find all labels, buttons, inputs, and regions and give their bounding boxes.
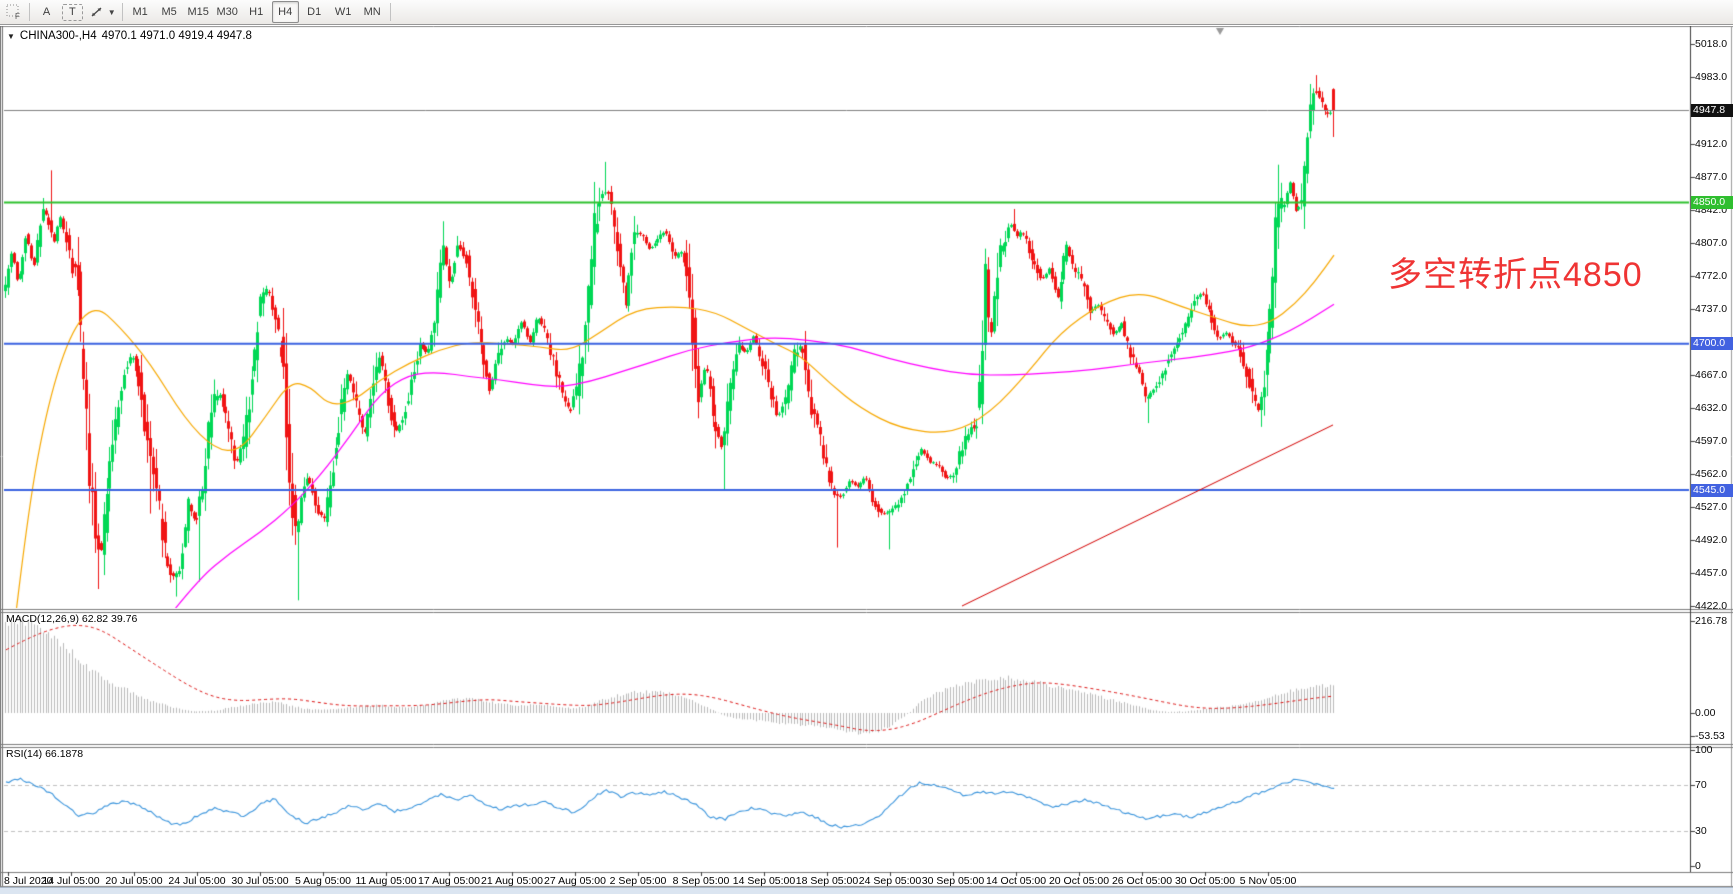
price-badge: 4850.0 (1691, 195, 1733, 209)
time-axis-label: 20 Jul 05:00 (105, 875, 163, 887)
dropdown-caret-icon[interactable]: ▼ (107, 7, 116, 17)
rsi-tick-label: 0 (1695, 860, 1701, 872)
symbol-timeframe-label: CHINA300-,H4 (19, 30, 97, 42)
timeframe-button-m1[interactable]: M1 (132, 6, 148, 18)
collapse-triangle-icon[interactable]: ▼ (7, 31, 15, 41)
toolbar-separator (29, 3, 30, 21)
chart-title: ▼ CHINA300-,H4 4970.1 4971.0 4919.4 4947… (7, 30, 252, 42)
time-axis-label: 17 Aug 05:00 (418, 875, 480, 887)
timeframe-button-h1[interactable]: H1 (249, 6, 264, 18)
cursor-arrows-icon-svg (91, 6, 102, 17)
toolbar: F A T ▼ M1 M5 M15 M30 H1 H4 D1 W1 MN (0, 0, 1733, 25)
timeframe-button-m5[interactable]: M5 (161, 6, 177, 18)
price-tick-label: 4492.0 (1695, 533, 1728, 546)
toolbar-separator (389, 3, 391, 21)
time-axis-label: 24 Sep 05:00 (858, 875, 922, 887)
macd-indicator-label: MACD(12,26,9) 62.82 39.76 (6, 613, 138, 625)
macd-tick-label: -53.53 (1695, 729, 1725, 742)
rsi-tick-label: 70 (1695, 778, 1707, 791)
time-axis-label: 5 Aug 05:00 (294, 875, 352, 887)
price-tick-label: 4772.0 (1695, 269, 1728, 282)
price-tick-label: 4422.0 (1695, 600, 1728, 612)
time-axis-label: 14 Oct 05:00 (985, 875, 1047, 887)
price-tick-label: 4807.0 (1695, 236, 1728, 249)
timeframe-button-m15[interactable]: M15 (187, 6, 209, 18)
time-axis-label: 18 Sep 05:00 (795, 875, 859, 887)
price-tick-label: 4983.0 (1695, 71, 1728, 83)
timeframe-button-w1[interactable]: W1 (334, 6, 352, 18)
status-strip (0, 887, 1733, 894)
price-tick-label: 4632.0 (1695, 401, 1728, 414)
time-axis-label: 8 Sep 05:00 (672, 875, 730, 887)
price-tick-label: 5018.0 (1695, 38, 1728, 50)
time-axis-label: 8 Jul 2020 (4, 875, 53, 887)
price-badge: 4700.0 (1691, 337, 1733, 351)
time-axis-label: 24 Jul 05:00 (168, 875, 226, 887)
time-axis-label: 30 Oct 05:00 (1174, 875, 1236, 887)
ohlc-values: 4970.1 4971.0 4919.4 4947.8 (101, 30, 252, 42)
price-tick-label: 4562.0 (1695, 467, 1728, 480)
timeframe-button-d1[interactable]: D1 (307, 6, 322, 18)
cursor-arrows-icon[interactable] (86, 2, 108, 22)
price-tick-label: 4597.0 (1695, 434, 1728, 447)
text-tool-button[interactable]: T (62, 3, 83, 21)
rsi-tick-label: 30 (1695, 825, 1707, 838)
rsi-indicator-label: RSI(14) 66.1878 (6, 748, 84, 760)
price-tick-label: 4912.0 (1695, 137, 1728, 150)
price-badge: 4947.8 (1691, 103, 1733, 117)
timeframe-button-group: M1 M5 M15 M30 H1 H4 D1 W1 MN (127, 1, 386, 23)
time-axis-label: 26 Oct 05:00 (1111, 875, 1173, 887)
price-tick-label: 4667.0 (1695, 368, 1728, 381)
chart-grid-icon[interactable]: F (3, 2, 25, 22)
timeframe-button-h4[interactable]: H4 (271, 1, 299, 23)
grid-icon-f-label: F (15, 12, 20, 20)
timeframe-button-m30[interactable]: M30 (216, 6, 238, 18)
annotation-text[interactable]: 多空转折点4850 (1388, 256, 1643, 294)
macd-tick-label: 0.00 (1695, 707, 1716, 719)
price-tick-label: 4527.0 (1695, 500, 1728, 513)
timeframe-button-mn[interactable]: MN (363, 6, 381, 18)
font-tool-button[interactable]: A (34, 2, 59, 22)
time-axis-label: 30 Jul 05:00 (231, 875, 289, 887)
time-axis-label: 20 Oct 05:00 (1048, 875, 1110, 887)
price-badge: 4545.0 (1691, 483, 1733, 497)
price-tick-label: 4457.0 (1695, 566, 1728, 579)
time-axis-label: 14 Jul 05:00 (42, 875, 100, 887)
time-axis-label: 2 Sep 05:00 (609, 875, 667, 887)
price-tick-label: 4877.0 (1695, 170, 1728, 183)
time-axis-label: 11 Aug 05:00 (355, 875, 417, 887)
chart-window: ▼ CHINA300-,H4 4970.1 4971.0 4919.4 4947… (0, 26, 1733, 894)
time-axis-label: 30 Sep 05:00 (921, 875, 985, 887)
rsi-tick-label: 100 (1695, 744, 1713, 756)
time-axis-label: 5 Nov 05:00 (1239, 875, 1297, 887)
chart-canvas[interactable] (0, 26, 1733, 894)
toolbar-separator (121, 3, 123, 21)
price-tick-label: 4737.0 (1695, 302, 1728, 315)
time-axis-label: 14 Sep 05:00 (732, 875, 796, 887)
macd-tick-label: 216.78 (1695, 614, 1728, 627)
chart-grid-icon-svg: F (6, 4, 20, 20)
time-axis-label: 27 Aug 05:00 (544, 875, 606, 887)
time-axis-label: 21 Aug 05:00 (481, 875, 543, 887)
